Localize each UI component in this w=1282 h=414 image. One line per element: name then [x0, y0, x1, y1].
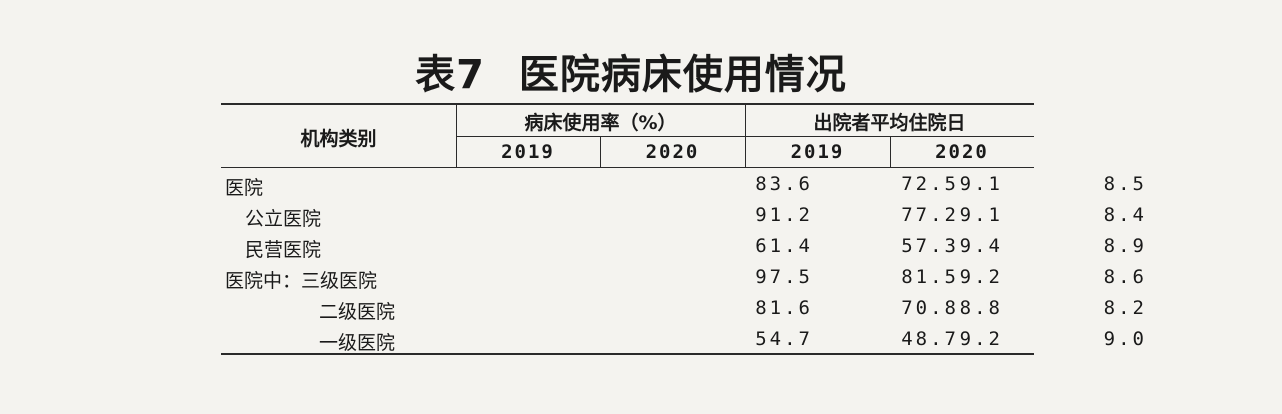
- row-label: 公立医院: [245, 208, 322, 230]
- table-title-text: 医院病床使用情况: [518, 52, 847, 98]
- row-label: 医院: [225, 177, 264, 199]
- table-number: 表7: [415, 52, 485, 98]
- header-year: 2020: [645, 141, 700, 163]
- cell-value: 83.6: [755, 173, 813, 195]
- header-year: 2019: [790, 141, 845, 163]
- cell-value: 9.1: [959, 204, 1003, 226]
- table-header-rule: [221, 167, 1034, 168]
- cell-value: 9.4: [959, 235, 1003, 257]
- header-category: 机构类别: [300, 128, 377, 150]
- table-row: 医院中：三级医院 97.5 81.5 9.2 8.6: [221, 266, 1144, 297]
- cell-value: 77.2: [901, 204, 959, 226]
- cell-value: 54.7: [755, 328, 813, 350]
- header-avg-stay: 出院者平均住院日: [813, 112, 966, 134]
- cell-value: 70.8: [901, 297, 959, 319]
- table-row: 民营医院 61.4 57.3 9.4 8.9: [221, 235, 1144, 266]
- cell-value: 48.7: [901, 328, 959, 350]
- table-row: 二级医院 81.6 70.8 8.8 8.2: [221, 297, 1144, 328]
- cell-value: 61.4: [755, 235, 813, 257]
- cell-value: 9.2: [959, 328, 1003, 350]
- cell-value: 8.6: [1103, 266, 1147, 288]
- cell-value: 8.8: [959, 297, 1003, 319]
- cell-value: 72.5: [901, 173, 959, 195]
- cell-value: 8.9: [1103, 235, 1147, 257]
- cell-value: 9.1: [959, 173, 1003, 195]
- row-label: 一级医院: [319, 332, 396, 354]
- table-row: 一级医院 54.7 48.7 9.2 9.0: [221, 328, 1144, 359]
- header-year: 2020: [935, 141, 989, 163]
- table-top-rule: [221, 103, 1034, 105]
- cell-value: 97.5: [755, 266, 813, 288]
- table-row: 公立医院 91.2 77.2 9.1 8.4: [221, 204, 1144, 235]
- header-bed-usage-rate: 病床使用率（%）: [524, 112, 677, 134]
- cell-value: 91.2: [755, 204, 813, 226]
- cell-value: 81.5: [901, 266, 959, 288]
- row-label: 医院中：三级医院: [225, 270, 378, 292]
- header-divider: [890, 136, 891, 167]
- cell-value: 8.4: [1103, 204, 1147, 226]
- table-title: 表7 医院病床使用情况: [0, 42, 1262, 100]
- table-row: 医院 83.6 72.5 9.1 8.5: [221, 173, 1144, 204]
- cell-value: 57.3: [901, 235, 959, 257]
- cell-value: 9.0: [1103, 328, 1147, 350]
- row-label: 民营医院: [245, 239, 322, 261]
- header-divider: [600, 136, 601, 167]
- cell-value: 81.6: [755, 297, 813, 319]
- cell-value: 9.2: [959, 266, 1003, 288]
- table-bottom-rule: [221, 353, 1034, 355]
- cell-value: 8.5: [1103, 173, 1147, 195]
- cell-value: 8.2: [1103, 297, 1147, 319]
- row-label: 二级医院: [319, 301, 396, 323]
- header-year: 2019: [501, 141, 555, 163]
- header-subrule: [456, 136, 1034, 137]
